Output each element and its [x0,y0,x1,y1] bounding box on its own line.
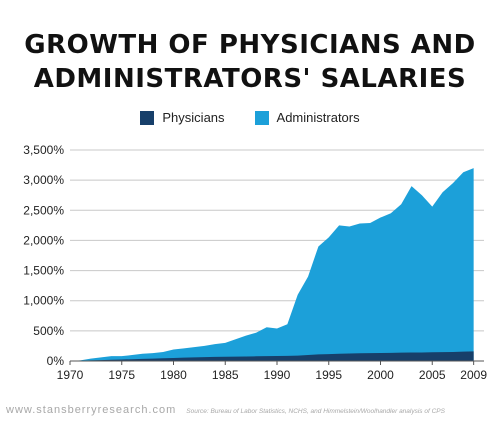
x-tick-label: 1990 [264,368,291,382]
x-tick-label: 2000 [367,368,394,382]
y-tick-label: 3,000% [23,173,64,187]
legend-label-administrators: Administrators [276,110,360,125]
legend-item-physicians: Physicians [140,110,225,125]
x-tick-label: 1975 [108,368,135,382]
x-axis-ticks: 1970 1975 1980 1985 1990 1995 2000 2005 2009 [57,361,487,382]
y-tick-label: 2,000% [23,233,64,247]
area-chart: 0% 500% 1,000% 1,500% 2,000% 2,500% 3,000% 3,50… [23,143,487,382]
y-tick-label: 500% [33,324,64,338]
x-tick-label: 2005 [419,368,446,382]
legend-label-physicians: Physicians [162,110,225,125]
source-note: Source: Bureau of Labor Statistics, NCHS… [186,408,445,415]
x-tick-label: 1980 [160,368,187,382]
chart-title-line2: ADMINISTRATORS' SALARIES [33,64,467,94]
legend-swatch-physicians [140,110,155,125]
legend-item-administrators: Administrators [254,110,360,125]
area-series-physicians [70,351,474,361]
chart-title-line1: GROWTH OF PHYSICIANS AND [24,30,476,60]
footer: www.stansberryresearch.com Source: Burea… [6,404,496,416]
legend-swatch-administrators [254,110,269,125]
y-tick-label: 3,500% [23,143,64,157]
x-tick-label: 2009 [460,368,487,382]
y-tick-label: 1,000% [23,294,64,308]
y-tick-label: 1,500% [23,264,64,278]
chart-title: GROWTH OF PHYSICIANS AND ADMINISTRATORS'… [0,28,500,96]
x-tick-label: 1970 [57,368,84,382]
chart-areas [70,168,474,361]
y-axis-ticks: 0% 500% 1,000% 1,500% 2,000% 2,500% 3,000% 3,50… [23,143,64,368]
y-tick-label: 2,500% [23,203,64,217]
area-series-administrators [70,168,474,361]
website-link[interactable]: www.stansberryresearch.com [6,404,177,416]
x-tick-label: 1995 [315,368,342,382]
x-tick-label: 1985 [212,368,239,382]
legend: Physicians Administrators [0,110,500,125]
y-tick-label: 0% [47,354,65,368]
